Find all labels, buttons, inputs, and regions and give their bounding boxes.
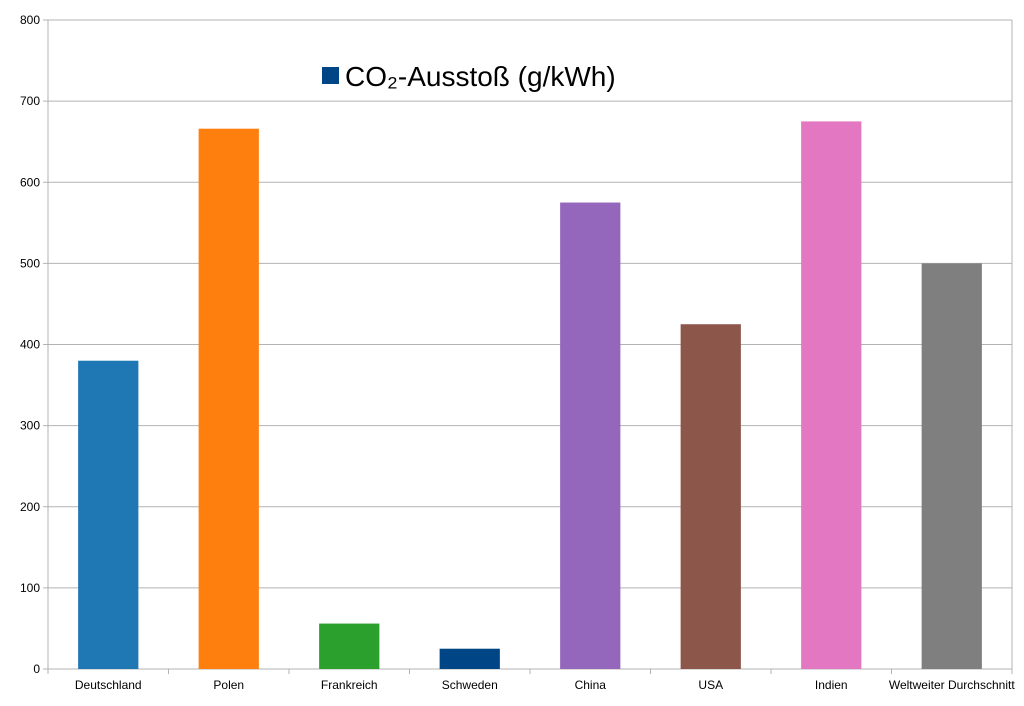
y-tick-label: 100 <box>20 581 40 595</box>
axes <box>43 19 1013 674</box>
bar <box>921 263 982 669</box>
legend-swatch <box>322 67 339 84</box>
y-tick-label: 400 <box>20 338 40 352</box>
x-tick-label: Schweden <box>442 678 498 692</box>
bar <box>198 128 259 669</box>
x-tick-label: USA <box>698 678 723 692</box>
x-tick-label: Deutschland <box>75 678 142 692</box>
y-tick-label: 700 <box>20 94 40 108</box>
legend-label: CO₂-Ausstoß (g/kWh) <box>345 61 616 92</box>
x-tick-label: Weltweiter Durchschnitt <box>889 678 1015 692</box>
y-tick-label: 200 <box>20 500 40 514</box>
y-tick-label: 800 <box>20 13 40 27</box>
x-tick-label: Polen <box>213 678 244 692</box>
x-tick-label: Frankreich <box>321 678 378 692</box>
bar <box>319 623 380 669</box>
bar <box>560 202 621 669</box>
bar <box>78 360 139 669</box>
gridlines <box>48 19 1012 670</box>
bar <box>801 121 862 669</box>
y-tick-label: 600 <box>20 175 40 189</box>
y-tick-label: 500 <box>20 256 40 270</box>
y-tick-labels: 0 100 200 300 400 500 600 700 800 <box>20 13 40 676</box>
bar <box>680 324 741 669</box>
y-tick-label: 0 <box>33 662 40 676</box>
y-tick-label: 300 <box>20 419 40 433</box>
x-tick-label: China <box>575 678 607 692</box>
bars <box>78 121 982 669</box>
x-tick-labels: Deutschland Polen Frankreich Schweden China U… <box>75 678 1015 692</box>
bar <box>439 648 500 669</box>
legend: CO₂-Ausstoß (g/kWh) <box>322 61 616 92</box>
x-tick-label: Indien <box>815 678 848 692</box>
